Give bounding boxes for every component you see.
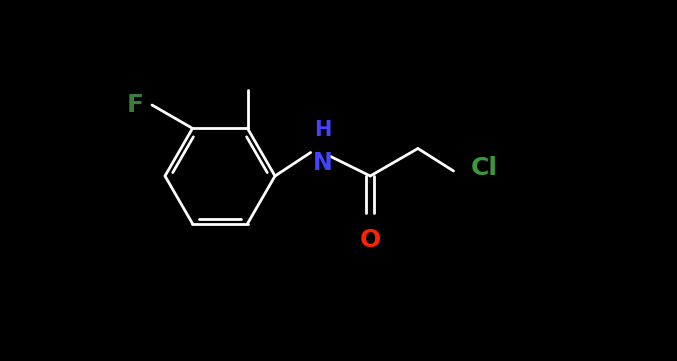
Text: N: N (313, 151, 332, 174)
Text: Cl: Cl (471, 156, 498, 180)
Text: F: F (127, 93, 144, 117)
Text: H: H (314, 121, 331, 140)
Text: O: O (359, 228, 381, 252)
